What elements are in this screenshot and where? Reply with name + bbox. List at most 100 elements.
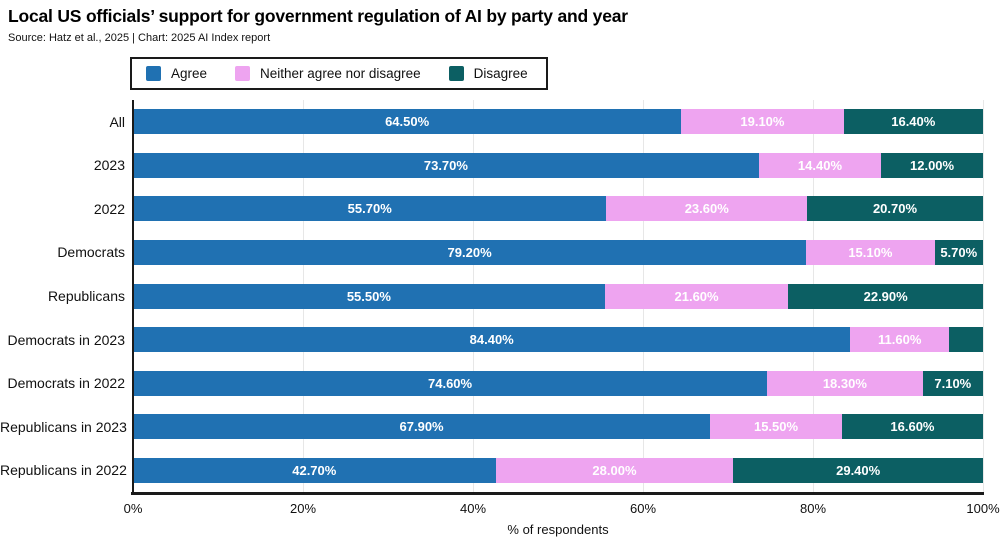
bar-track: 55.70% 23.60% 20.70%: [133, 196, 983, 222]
bar-segment-neither-agree-nor-disagree: 18.30%: [767, 370, 923, 396]
segment-label: 21.60%: [674, 288, 719, 304]
rows: All 64.50% 19.10% 16.40% 2023 73.70% 14.40% 12.…: [0, 100, 983, 492]
segment-label: 79.20%: [447, 244, 492, 260]
legend-swatch-icon: [235, 66, 251, 81]
bar-track: 67.90% 15.50% 16.60%: [133, 414, 983, 440]
category-label: Democrats in 2022: [7, 375, 125, 392]
segment-label: 55.70%: [347, 201, 392, 217]
segment-label: 12.00%: [910, 157, 955, 173]
legend-swatch-icon: [448, 66, 464, 81]
legend-swatch-icon: [146, 66, 161, 81]
segment-label: 28.00%: [592, 462, 637, 478]
bar-segment-disagree: 29.40%: [733, 457, 983, 483]
segment-label: 74.60%: [428, 375, 473, 391]
bar-row: 2022 55.70% 23.60% 20.70%: [0, 187, 983, 231]
bar-row: Democrats 79.20% 15.10% 5.70%: [0, 231, 983, 275]
x-tick-label: 60%: [629, 501, 657, 516]
bar-segment-agree: 84.40%: [133, 327, 851, 353]
bar-row: Republicans in 2023 67.90% 15.50% 16.60%: [0, 405, 983, 449]
category-label: All: [109, 113, 125, 130]
bar-segment-disagree: 12.00%: [881, 152, 983, 178]
segment-label: 23.60%: [684, 201, 729, 217]
page-title: Local US officials’ support for governme…: [8, 6, 628, 26]
legend-label: Neither agree nor disagree: [260, 66, 421, 81]
segment-label: 55.50%: [346, 288, 391, 304]
x-tick-label: 0%: [123, 501, 143, 516]
category-label: 2023: [93, 157, 125, 174]
segment-label: 5.70%: [940, 244, 978, 260]
segment-label: 84.40%: [469, 332, 514, 348]
bar-segment-neither-agree-nor-disagree: 19.10%: [681, 109, 844, 135]
category-label: Democrats in 2023: [7, 331, 125, 348]
bar-segment-agree: 67.90%: [133, 414, 711, 440]
x-tick-label: 40%: [459, 501, 487, 516]
bar-segment-neither-agree-nor-disagree: 21.60%: [604, 283, 789, 309]
category-label: Democrats: [57, 244, 125, 261]
source-line: Source: Hatz et al., 2025 | Chart: 2025 …: [8, 32, 271, 44]
segment-label: 16.60%: [890, 419, 935, 435]
bar-track: 79.20% 15.10% 5.70%: [133, 239, 983, 265]
bar-segment-neither-agree-nor-disagree: 15.50%: [710, 414, 842, 440]
bar-row: Republicans 55.50% 21.60% 22.90%: [0, 274, 983, 318]
segment-label: 19.10%: [740, 114, 785, 130]
segment-label: 16.40%: [891, 114, 936, 130]
x-ticks: 0% 20% 40% 60% 80% 100%: [124, 501, 1000, 517]
bar-track: 73.70% 14.40% 12.00%: [133, 152, 983, 178]
bar-segment-disagree: [948, 327, 983, 353]
bar-segment-neither-agree-nor-disagree: 28.00%: [495, 457, 734, 483]
bar-segment-agree: 79.20%: [133, 239, 807, 265]
bar-row: Democrats in 2022 74.60% 18.30% 7.10%: [0, 361, 983, 405]
bar-segment-agree: 73.70%: [133, 152, 759, 178]
bar-row: 2023 73.70% 14.40% 12.00%: [0, 144, 983, 188]
legend-item: Disagree: [448, 66, 528, 81]
x-tick-label: 20%: [289, 501, 317, 516]
bar-segment-disagree: 22.90%: [788, 283, 983, 309]
legend-label: Disagree: [473, 66, 528, 81]
bar-segment-disagree: 5.70%: [934, 239, 983, 265]
bar-segment-neither-agree-nor-disagree: 11.60%: [850, 327, 949, 353]
bar-segment-neither-agree-nor-disagree: 14.40%: [758, 152, 882, 178]
segment-label: 7.10%: [934, 375, 972, 391]
bar-row: Republicans in 2022 42.70% 28.00% 29.40%: [0, 449, 983, 493]
segment-label: 15.50%: [753, 419, 799, 435]
segment-label: 11.60%: [878, 332, 922, 348]
segment-label: 73.70%: [423, 157, 468, 173]
bar-segment-agree: 55.50%: [133, 283, 605, 309]
legend: Agree Neither agree nor disagree Disagree: [130, 57, 548, 90]
bar-segment-disagree: 20.70%: [807, 196, 983, 222]
bar-segment-neither-agree-nor-disagree: 15.10%: [806, 239, 935, 265]
bar-row: Democrats in 2023 84.40% 11.60%: [0, 318, 983, 362]
x-axis-title: % of respondents: [507, 522, 609, 537]
y-axis-line: [132, 100, 134, 494]
category-label: 2022: [93, 200, 125, 217]
bar-segment-disagree: 16.40%: [843, 109, 983, 135]
bar-segment-agree: 42.70%: [133, 457, 496, 483]
segment-label: 22.90%: [863, 288, 908, 304]
bar-track: 42.70% 28.00% 29.40%: [133, 457, 983, 483]
legend-item: Neither agree nor disagree: [235, 66, 421, 81]
bar-track: 55.50% 21.60% 22.90%: [133, 283, 983, 309]
legend-label: Agree: [171, 66, 208, 81]
segment-label: 42.70%: [292, 462, 337, 478]
segment-label: 29.40%: [836, 462, 881, 478]
bar-track: 64.50% 19.10% 16.40%: [133, 109, 983, 135]
segment-label: 18.30%: [822, 375, 867, 391]
bar-track: 74.60% 18.30% 7.10%: [133, 370, 983, 396]
bar-row: All 64.50% 19.10% 16.40%: [0, 100, 983, 144]
category-label: Republicans: [47, 288, 125, 305]
x-tick-label: 100%: [966, 501, 1000, 516]
bar-segment-disagree: 16.60%: [841, 414, 983, 440]
x-tick-label: 80%: [799, 501, 827, 516]
bar-segment-agree: 64.50%: [133, 109, 682, 135]
bar-segment-neither-agree-nor-disagree: 23.60%: [606, 196, 808, 222]
bar-segment-agree: 55.70%: [133, 196, 607, 222]
bar-track: 84.40% 11.60%: [133, 327, 983, 353]
bar-segment-agree: 74.60%: [133, 370, 768, 396]
x-axis-line: [131, 492, 984, 495]
legend-item: Agree: [146, 66, 207, 81]
bar-segment-disagree: 7.10%: [922, 370, 983, 396]
category-label: Republicans in 2023: [0, 418, 127, 435]
segment-label: 14.40%: [797, 157, 842, 173]
segment-label: 20.70%: [872, 201, 918, 217]
